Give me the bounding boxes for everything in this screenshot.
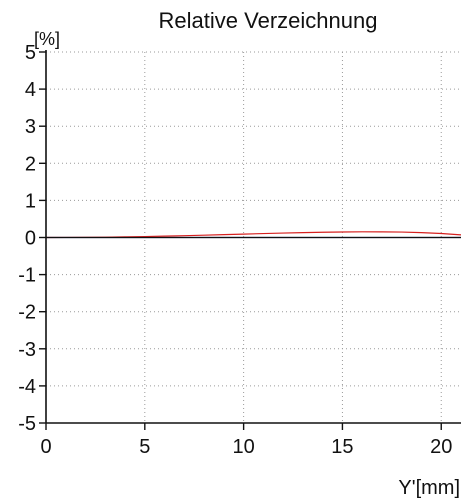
y-tick-label: -5: [18, 413, 36, 435]
y-tick-label: 5: [25, 42, 36, 64]
y-tick-label: 1: [25, 190, 36, 212]
axes: [39, 50, 461, 430]
y-tick-label: -3: [18, 339, 36, 361]
y-tick-label: 0: [25, 228, 36, 250]
y-axis-unit-label: [%]: [34, 29, 60, 49]
x-tick-label: 0: [40, 436, 51, 458]
x-tick-label: 20: [430, 436, 452, 458]
series-lines: [45, 231, 462, 239]
y-tick-label: -4: [18, 376, 36, 398]
chart-title: Relative Verzeichnung: [159, 8, 378, 33]
x-tick-label: 5: [139, 436, 150, 458]
x-tick-label: 15: [331, 436, 353, 458]
y-tick-label: -2: [18, 302, 36, 324]
series-line: [45, 231, 462, 239]
y-tick-label: 3: [25, 116, 36, 138]
x-axis-label: Y'[mm]: [398, 477, 460, 499]
y-tick-label: -1: [18, 265, 36, 287]
x-tick-label: 10: [232, 436, 254, 458]
y-tick-label: 4: [25, 79, 36, 101]
y-tick-label: 2: [25, 153, 36, 175]
